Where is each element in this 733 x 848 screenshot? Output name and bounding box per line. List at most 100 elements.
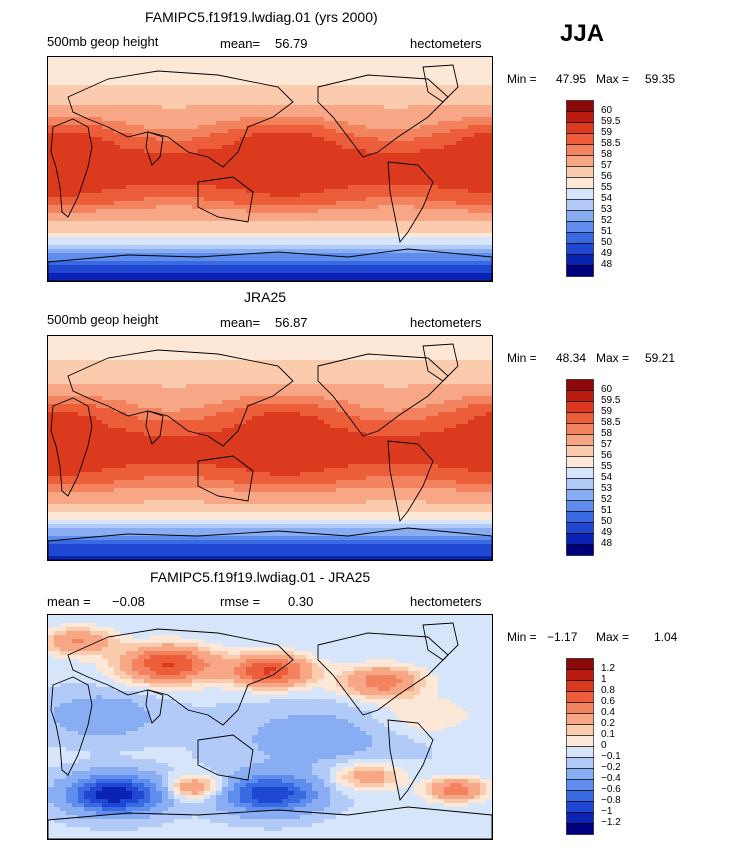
panel1-colorbar-box xyxy=(566,232,594,244)
panel1-coastline-antarctica xyxy=(48,248,492,281)
panel2-colorbar-box xyxy=(566,522,594,534)
panel2-colorbar-box xyxy=(566,500,594,512)
panel1-colorbar-label: 49 xyxy=(601,248,613,259)
panel3-coastline-antarctica xyxy=(48,806,492,839)
panel1-mean-value: 56.79 xyxy=(275,36,308,51)
panel3-coastline-africa xyxy=(50,676,93,776)
panel2-colorbar-label: 48 xyxy=(601,538,613,549)
panel2-coastline-europe-asia xyxy=(67,349,294,447)
panel1-colorbar-box xyxy=(566,210,594,222)
panel1-colorbar-box xyxy=(566,100,594,112)
panel3-colorbar-box xyxy=(566,735,594,747)
panel2-map xyxy=(47,335,493,561)
panel1-colorbar-label: 56 xyxy=(601,171,613,182)
panel1-colorbar-label: 57 xyxy=(601,160,613,171)
panel2-min-label: Min = xyxy=(507,351,537,365)
panel2-coastline-africa xyxy=(50,397,93,497)
panel3-max-label: Max = xyxy=(596,630,630,644)
season-label: JJA xyxy=(560,20,605,47)
panel3-colorbar-box xyxy=(566,669,594,681)
panel2-colorbar-box xyxy=(566,533,594,545)
panel3-colorbar-box xyxy=(566,724,594,736)
panel2-heatmap xyxy=(48,336,492,560)
panel2-colorbar-box xyxy=(566,456,594,468)
panel3-colorbar-box xyxy=(566,779,594,791)
panel3-colorbar-box xyxy=(566,713,594,725)
panel1-min-value: 47.95 xyxy=(556,72,587,86)
panel3-colorbar-label: −0.8 xyxy=(601,795,621,806)
panel2-colorbar-box xyxy=(566,390,594,402)
panel3-colorbar-label: −1.2 xyxy=(601,817,621,828)
panel2-mean-value: 56.87 xyxy=(275,315,308,330)
panel3-colorbar-label: 1.2 xyxy=(601,663,615,674)
panel2-units: hectometers xyxy=(410,315,482,330)
panel2-mean-label: mean= xyxy=(220,315,261,330)
panel3-colorbar-box xyxy=(566,691,594,703)
panel2-colorbar-boxes xyxy=(566,379,594,556)
panel1-max-value: 59.35 xyxy=(645,72,676,86)
panel1-colorbar-box xyxy=(566,111,594,123)
panel3-heatmap xyxy=(48,615,492,839)
panel3-units: hectometers xyxy=(410,594,482,609)
panel1-colorbar-box xyxy=(566,221,594,233)
panel2-colorbar-box xyxy=(566,412,594,424)
panel2-variable: 500mb geop height xyxy=(47,312,159,327)
panel1-colorbar-box xyxy=(566,177,594,189)
panel1-colorbar-label: 60 xyxy=(601,105,613,116)
panel2-coastline-south-america xyxy=(387,440,434,523)
panel3-coastline-europe-asia xyxy=(67,628,294,726)
panel1-colorbar-label: 58.5 xyxy=(601,138,621,149)
panel2-colorbar-label: 56 xyxy=(601,450,613,461)
panel1-coastline-india xyxy=(145,131,164,166)
panel2-colorbar-label: 57 xyxy=(601,439,613,450)
panel2-colorbar-box xyxy=(566,401,594,413)
panel3-rmse-value: 0.30 xyxy=(288,594,314,609)
panel2-colorbar-label: 50 xyxy=(601,516,613,527)
panel3-map xyxy=(47,614,493,840)
panel3-colorbar-box xyxy=(566,746,594,758)
panel3-colorbar-label: 0.8 xyxy=(601,685,615,696)
panel2-colorbar-box xyxy=(566,544,594,556)
panel1-colorbar-label: 51 xyxy=(601,226,613,237)
panel2-colorbar-label: 59 xyxy=(601,406,613,417)
panel2-title: JRA25 xyxy=(244,289,287,305)
panel3-colorbar-box xyxy=(566,680,594,692)
panel2-colorbar: 60 59.5 59 58.5 58 57 56 55 54 53 52 51 50 49 48 xyxy=(566,379,696,556)
panel3-colorbar-box xyxy=(566,823,594,835)
panel3-colorbar-label: −0.4 xyxy=(601,773,621,784)
panel3-max-value: 1.04 xyxy=(654,630,678,644)
panel3-title: FAMIPC5.f19f19.lwdiag.01 - JRA25 xyxy=(150,569,371,585)
panel2-colorbar-label: 55 xyxy=(601,461,613,472)
panel3-colorbar-label: −0.6 xyxy=(601,784,621,795)
panel2-colorbar-box xyxy=(566,511,594,523)
panel2-colorbar-box xyxy=(566,379,594,391)
panel1-title: FAMIPC5.f19f19.lwdiag.01 (yrs 2000) xyxy=(145,9,378,25)
panel3-colorbar-boxes xyxy=(566,658,594,835)
panel1-colorbar-label: 50 xyxy=(601,237,613,248)
panel1-mean-label: mean= xyxy=(220,36,261,51)
panel3-coastline-australia xyxy=(197,734,254,781)
panel3-colorbar-box xyxy=(566,658,594,670)
panel3-coastline-south-america xyxy=(387,719,434,802)
panel3-colorbar-box xyxy=(566,801,594,813)
panel1-colorbar-box xyxy=(566,243,594,255)
panel1-colorbar-label: 59.5 xyxy=(601,116,621,127)
panel3-rmse-label: rmse = xyxy=(220,594,261,609)
panel3-colorbar-label: 0 xyxy=(601,740,607,751)
panel1-heatmap xyxy=(48,57,492,281)
panel2-colorbar-label: 60 xyxy=(601,384,613,395)
panel3-colorbar-label: 0.2 xyxy=(601,718,615,729)
panel2-coastline-india xyxy=(145,410,164,445)
panel2-colorbar-box xyxy=(566,434,594,446)
panel2-min-value: 48.34 xyxy=(556,351,587,365)
panel1-map xyxy=(47,56,493,282)
panel1-colorbar-label: 48 xyxy=(601,259,613,270)
panel3-colorbar-label: 0.6 xyxy=(601,696,615,707)
panel2-max-value: 59.21 xyxy=(645,351,676,365)
panel3-colorbar-box xyxy=(566,812,594,824)
panel1-colorbar-box xyxy=(566,144,594,156)
panel1-coastline-europe-asia xyxy=(67,70,294,168)
panel2-colorbar-box xyxy=(566,445,594,457)
panel2-coastline-antarctica xyxy=(48,527,492,560)
panel2-coastline-greenland xyxy=(422,343,459,382)
